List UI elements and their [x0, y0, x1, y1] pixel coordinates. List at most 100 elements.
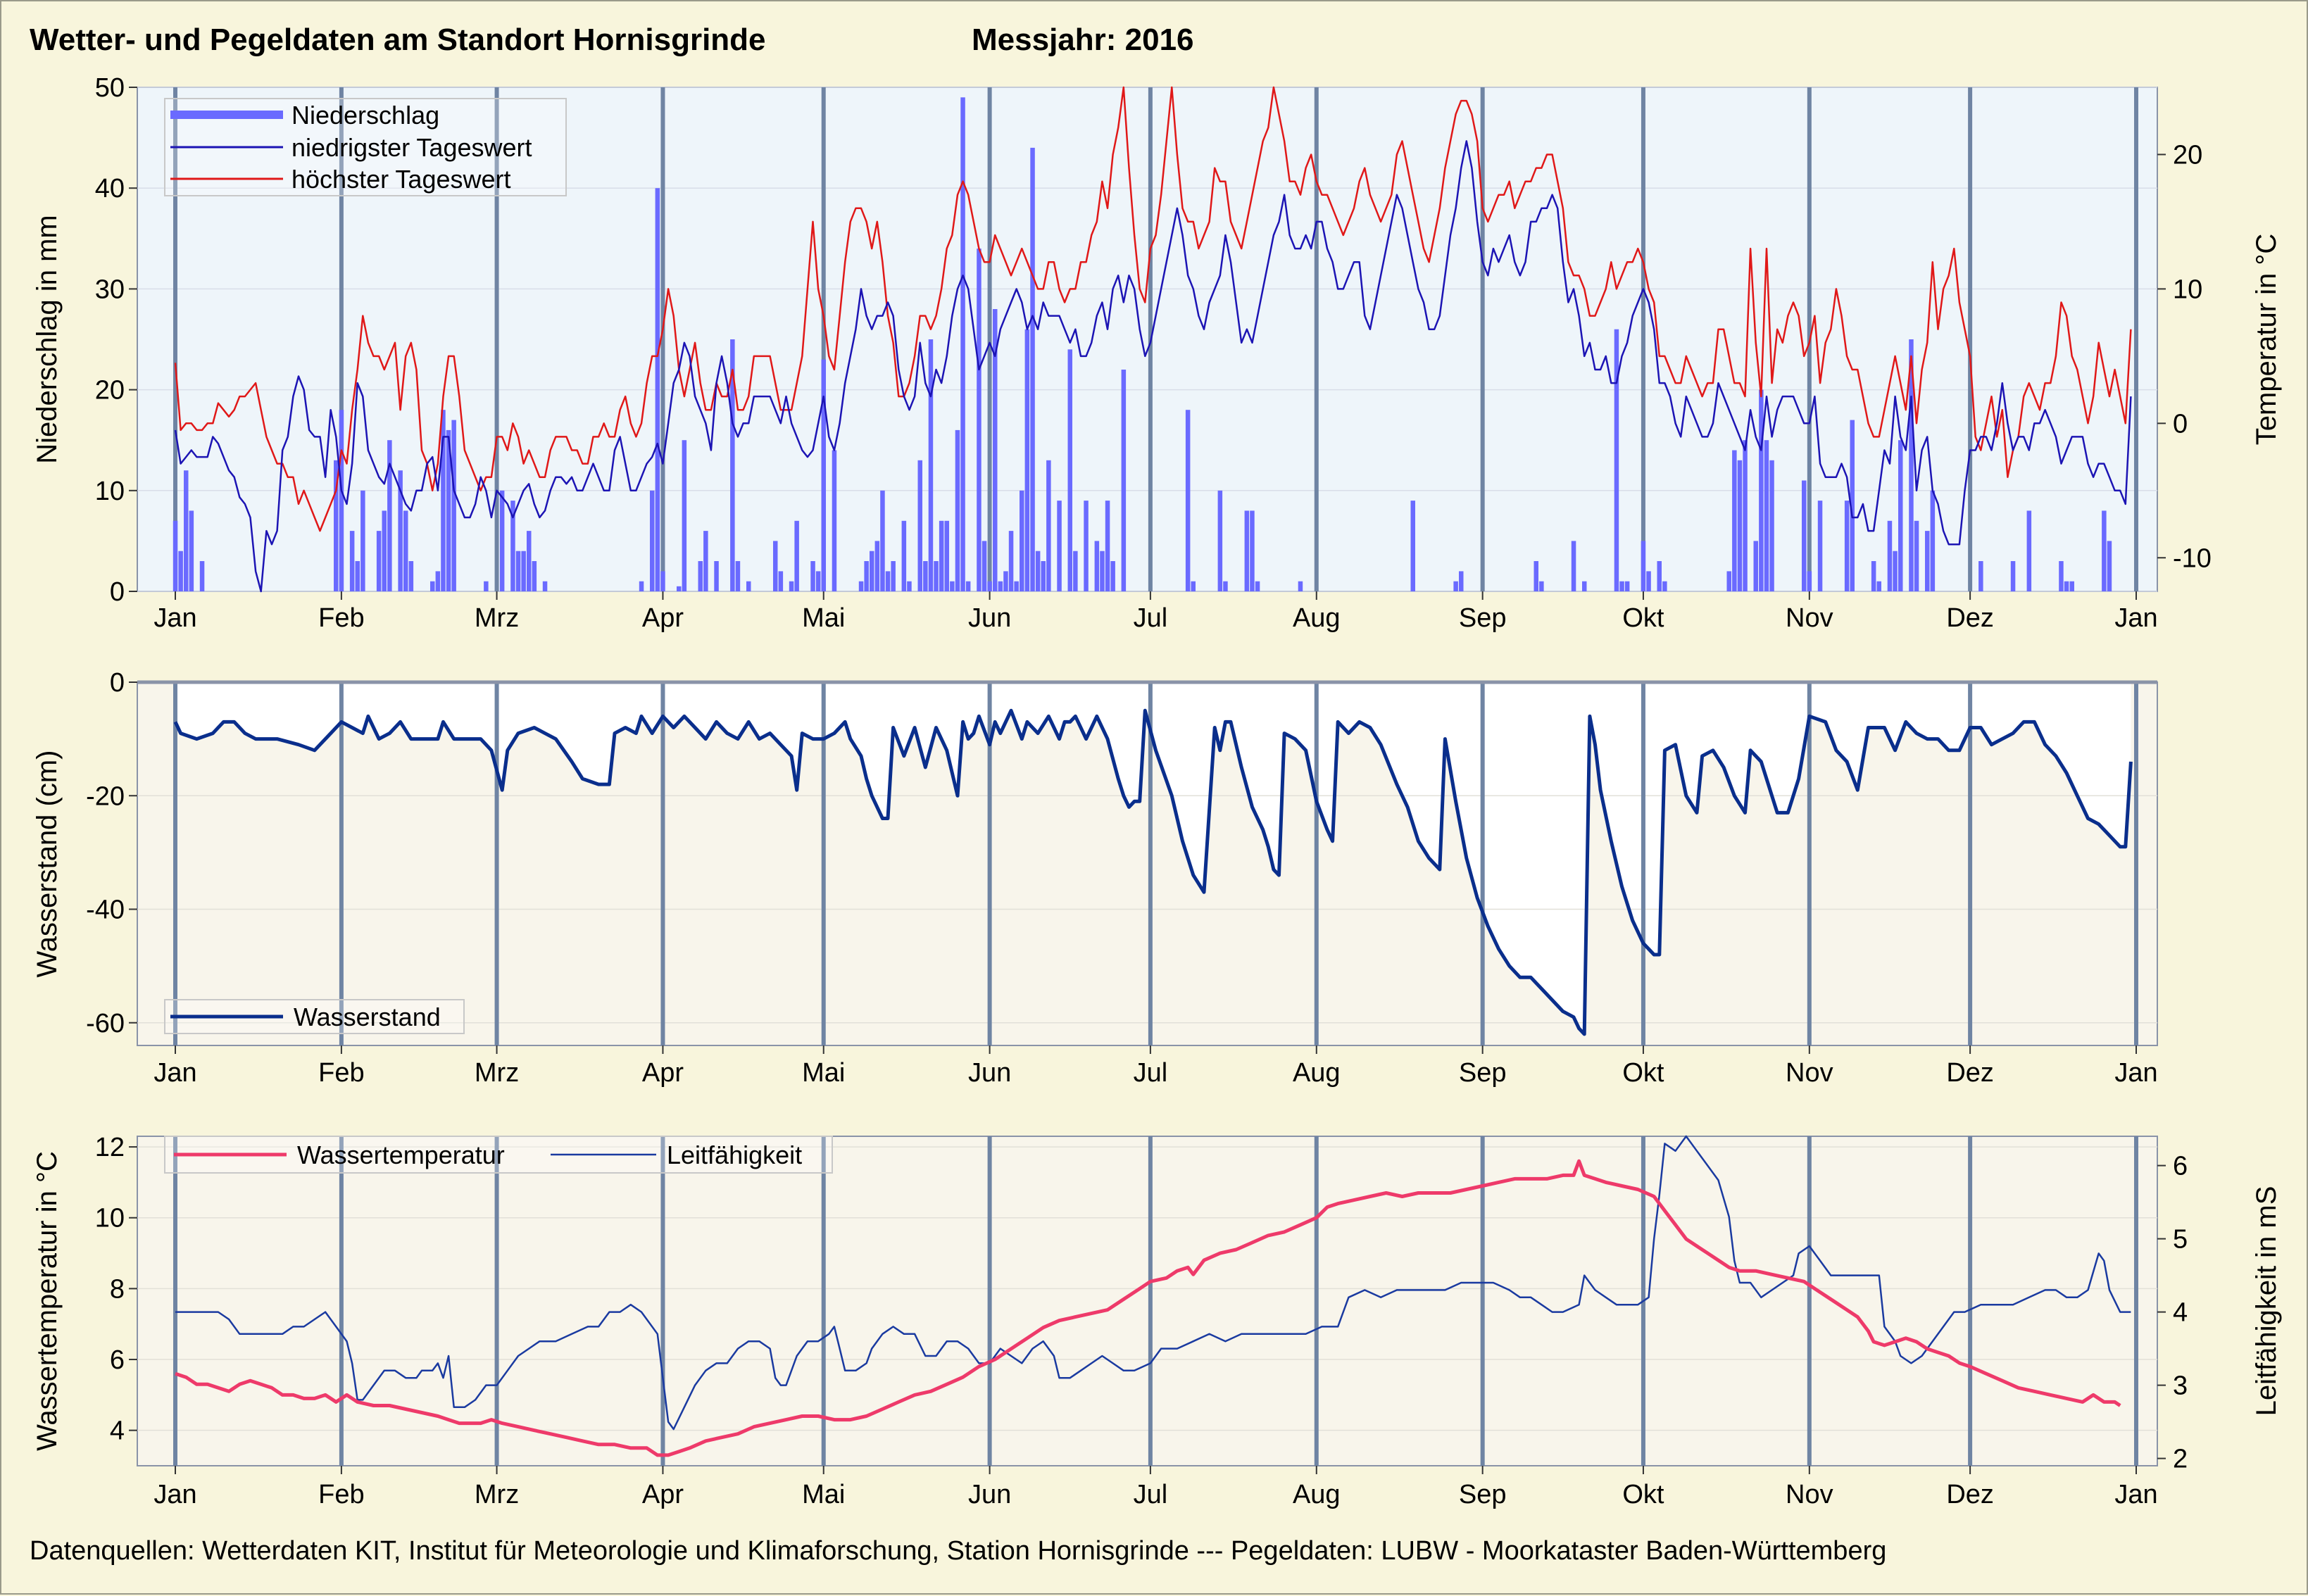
precip-bar: [655, 188, 660, 591]
precip-bar: [2059, 561, 2064, 591]
precip-bar: [1871, 561, 1876, 591]
precip-bar: [532, 561, 537, 591]
y2-tick-label: 2: [2173, 1445, 2188, 1474]
precip-bar: [360, 490, 365, 591]
precip-bar: [451, 420, 456, 591]
legend-waterlevel: [164, 999, 465, 1034]
legend-label-tmin: niedrigster Tageswert: [291, 133, 532, 162]
precip-bar: [815, 571, 821, 591]
precip-bar: [730, 339, 735, 591]
precip-bar: [874, 541, 880, 591]
chart-title: Wetter- und Pegeldaten am Standort Horni…: [30, 23, 766, 57]
precip-bar: [1769, 460, 1774, 591]
precip-bar: [1121, 370, 1127, 591]
precip-bar: [698, 561, 703, 591]
precip-bar: [499, 490, 505, 591]
x-tick-label-jan: Jan: [153, 1480, 196, 1509]
x-tick-label-jan: Jan: [2114, 1058, 2157, 1088]
precip-bar: [891, 561, 896, 591]
precip-bar: [403, 510, 408, 591]
plot-area-2: [137, 681, 2158, 1046]
precip-bar: [639, 581, 644, 591]
x-tick-label-jul: Jul: [1134, 1058, 1168, 1088]
precip-bar: [1255, 581, 1260, 591]
precip-bar: [880, 490, 885, 591]
precip-bar: [355, 561, 360, 591]
y-axis-label-watertemp: Wassertemperatur in °C: [32, 1151, 63, 1451]
precip-bar: [1459, 571, 1464, 591]
precip-bar: [1582, 581, 1587, 591]
legend-label-watertemp: Wassertemperatur: [297, 1141, 505, 1169]
precip-bar: [960, 97, 965, 592]
precip-bar: [1030, 147, 1035, 591]
y-axis-label-temp: Temperatur in °C: [2251, 234, 2282, 446]
precip-bar: [789, 581, 794, 591]
legend-label-tmax: höchster Tageswert: [291, 165, 511, 194]
x-tick-label-okt: Okt: [1622, 1480, 1664, 1509]
conductivity-line: [175, 1135, 2131, 1431]
y-tick-label: -40: [86, 896, 125, 925]
precip-bar: [178, 551, 183, 591]
y2-tick-label: -10: [2173, 543, 2212, 573]
x-tick-label-okt: Okt: [1622, 603, 1664, 633]
precip-bar: [965, 581, 971, 591]
y2-tick-label: 3: [2173, 1371, 2188, 1401]
precip-bar: [2107, 541, 2112, 591]
precip-bar: [955, 429, 960, 591]
precip-bar: [542, 581, 548, 591]
precip-bar: [1250, 510, 1255, 591]
measurement-year: Messjahr: 2016: [972, 23, 1194, 57]
precip-bar: [1726, 571, 1731, 591]
y-tick-label: 40: [95, 174, 125, 203]
x-tick-label-sep: Sep: [1459, 603, 1507, 633]
y2-tick-label: 6: [2173, 1152, 2188, 1181]
precip-bar: [1732, 450, 1737, 591]
precip-bar: [1084, 501, 1089, 591]
precip-bar: [993, 309, 998, 591]
precip-bar: [1893, 551, 1898, 591]
x-tick-label-jun: Jun: [968, 1058, 1011, 1088]
precip-bar: [981, 541, 987, 591]
precip-bar: [446, 429, 451, 591]
precip-bar: [398, 470, 403, 591]
precip-bar: [1930, 490, 1936, 591]
precip-bar: [1035, 551, 1041, 591]
precip-bar: [1539, 581, 1544, 591]
precip-bar: [714, 561, 719, 591]
y-tick-label: 6: [110, 1345, 125, 1375]
x-tick-label-mrz: Mrz: [475, 1058, 519, 1088]
y2-tick-label: 0: [2173, 409, 2188, 439]
precip-bar: [1619, 581, 1624, 591]
precip-bar: [1100, 551, 1105, 591]
precip-bar: [2026, 510, 2032, 591]
tmin-line: [174, 140, 2132, 593]
precip-bar: [917, 460, 922, 591]
x-tick-label-okt: Okt: [1622, 1058, 1664, 1088]
y2-tick-label: 10: [2173, 275, 2202, 304]
precip-bar: [334, 460, 339, 591]
x-tick-label-jan: Jan: [153, 603, 196, 633]
precip-bar: [1041, 561, 1046, 591]
data-sources: Datenquellen: Wetterdaten KIT, Institut …: [30, 1536, 1887, 1566]
precip-bar: [682, 440, 687, 591]
legend-label-conductivity: Leitfähigkeit: [667, 1141, 802, 1169]
precip-bar: [1844, 501, 1850, 591]
y-axis-label-waterlevel: Wasserstand (cm): [32, 750, 63, 977]
precip-bar: [1453, 581, 1458, 591]
precip-bar: [2010, 561, 2016, 591]
x-tick-label-feb: Feb: [318, 1058, 364, 1088]
x-tick-label-dez: Dez: [1946, 1480, 1994, 1509]
y-tick-label: 12: [95, 1133, 125, 1162]
precip-bar: [1925, 531, 1930, 591]
precip-bar: [885, 571, 891, 591]
x-tick-label-dez: Dez: [1946, 603, 1994, 633]
precip-bar: [660, 571, 665, 591]
precip-bar: [515, 551, 521, 591]
x-tick-label-nov: Nov: [1786, 603, 1833, 633]
precip-bar: [1978, 561, 1983, 591]
precip-bar: [1244, 510, 1250, 591]
x-tick-label-apr: Apr: [642, 603, 684, 633]
x-tick-label-apr: Apr: [642, 1058, 684, 1088]
legend-label-precip: Niederschlag: [291, 101, 439, 130]
precip-bar: [521, 551, 526, 591]
